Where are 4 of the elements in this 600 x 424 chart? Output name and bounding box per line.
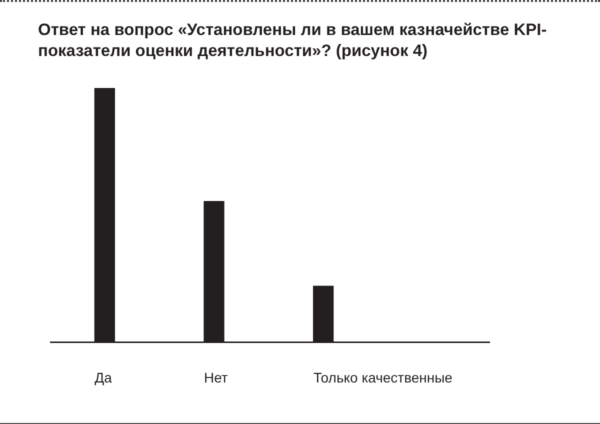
x-tick-label: Нет	[204, 369, 228, 386]
x-tick-label: Только качественные	[313, 369, 453, 386]
x-tick-label: Да	[94, 369, 112, 386]
chart-title: Ответ на вопрос «Установлены ли в вашем казначействе KPI-показатели оценки деятельности»? (рисунок 4)	[38, 20, 548, 62]
